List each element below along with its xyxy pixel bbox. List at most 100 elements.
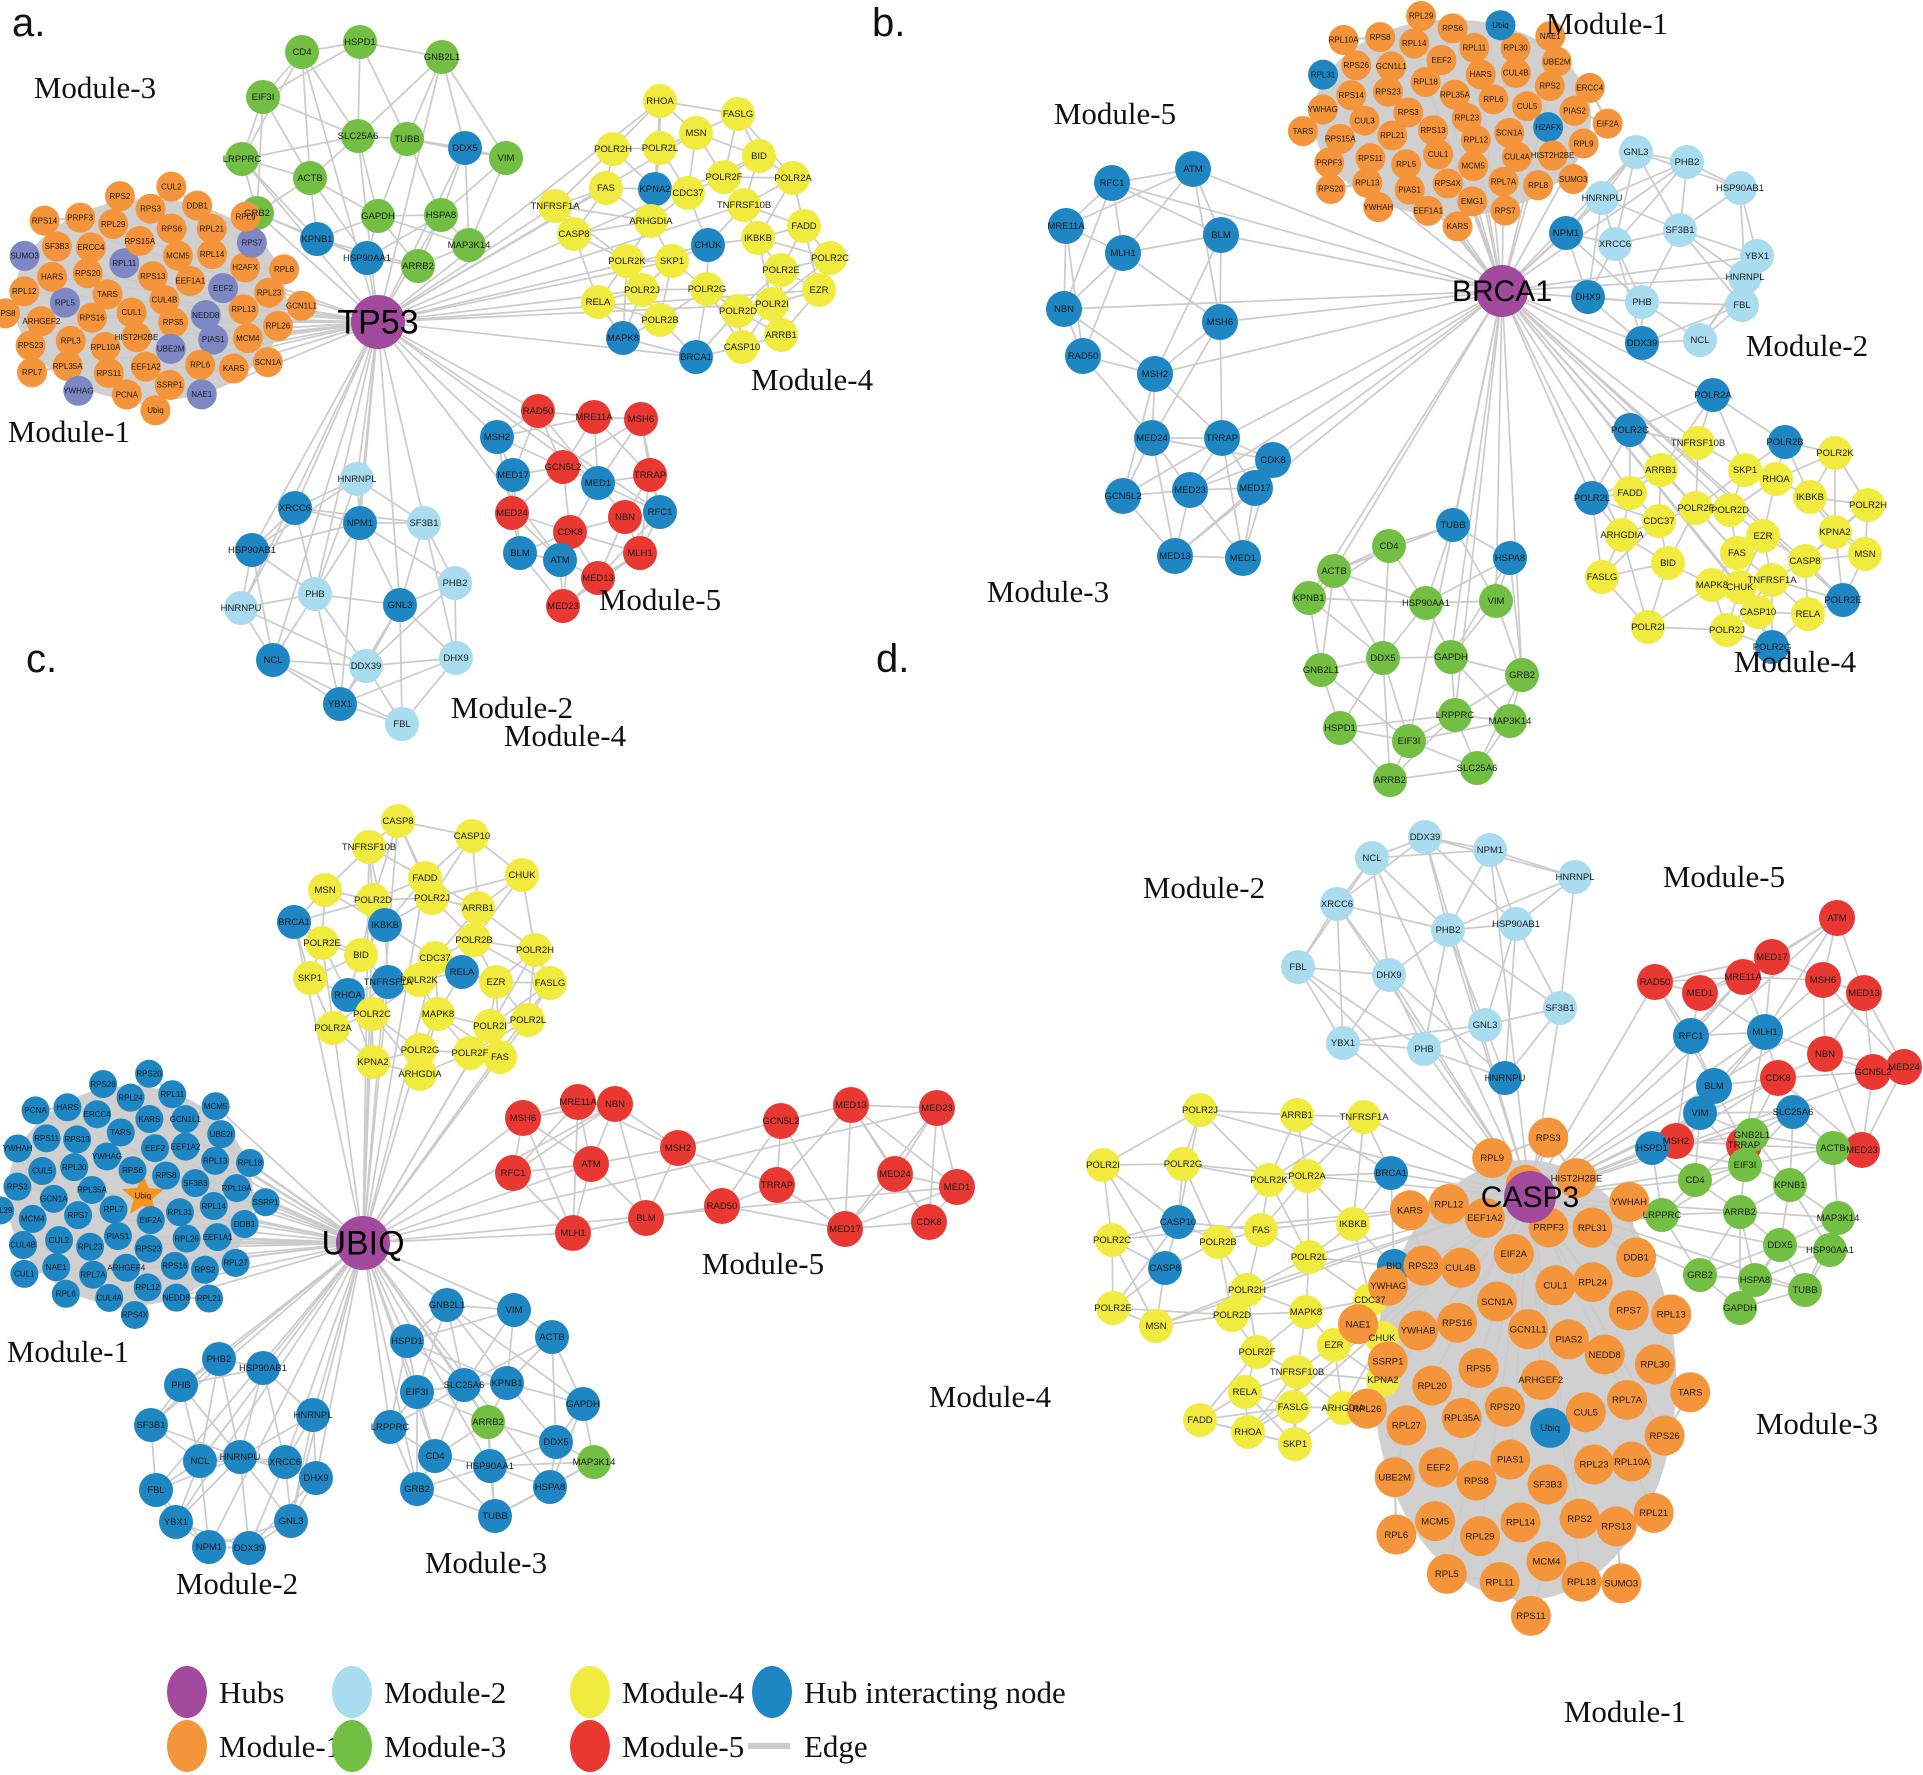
node-TNFRSF1A: [1347, 1100, 1381, 1134]
node-label: HSPA8: [535, 1482, 565, 1493]
node-POLR2F: [1240, 1335, 1274, 1369]
node-label: FADD: [1187, 1415, 1212, 1426]
legend-swatch-interact: [752, 1666, 792, 1718]
node-MAP3K14: [1493, 704, 1527, 738]
node-label: RPS23: [1408, 1261, 1438, 1272]
node-label: NPM1: [1553, 228, 1579, 239]
edge: [776, 1104, 852, 1186]
node-BLM: [628, 1200, 664, 1236]
node-label: NCL: [190, 1456, 209, 1467]
hub-edge: [1489, 849, 1531, 1198]
node-RPL7A: [1488, 166, 1519, 197]
node-RPS23: [1372, 76, 1403, 107]
node-MLH1: [1105, 235, 1141, 271]
node-label: NBN: [615, 512, 635, 523]
node-POLR2J: [625, 273, 659, 307]
node-RPL31: [1572, 1207, 1613, 1248]
node-label: RPL7A: [1491, 177, 1517, 186]
node-label: RPS14: [32, 216, 58, 225]
node-label: POLR2D: [1711, 505, 1749, 516]
node-star-Ubiq: [122, 1174, 164, 1214]
node-HIST2H2BE: [1556, 1158, 1597, 1199]
hub-edge: [362, 1103, 616, 1244]
node-label: GNB2L1: [424, 52, 460, 63]
edge: [1423, 929, 1449, 1050]
node-MAPK8: [1289, 1295, 1323, 1329]
node-label: TARS: [97, 290, 118, 299]
hub-edge: [362, 1242, 491, 1467]
node-label: SCN1A: [255, 358, 282, 367]
node-label: PHB2: [1675, 157, 1700, 168]
node-CASP10: [725, 330, 759, 364]
node-label: EIF3I: [1398, 736, 1421, 747]
node-RPL6: [185, 349, 216, 380]
node-label: RAD50: [523, 406, 554, 417]
node-label: NAE1: [46, 1263, 67, 1272]
node-RPS14: [1336, 80, 1367, 111]
node-label: POLR2J: [1709, 625, 1745, 636]
node-label: PHB2: [207, 1354, 232, 1365]
legend-swatch-module1: [167, 1720, 207, 1772]
node-MCM4: [1526, 1541, 1567, 1582]
node-TUBB: [390, 122, 424, 156]
hub-edge: [362, 1107, 938, 1244]
node-label: HSP90AB1: [1492, 919, 1540, 930]
node-POLR2E: [1826, 583, 1860, 617]
node-RPL7A: [79, 1260, 108, 1289]
node-label: ARHGDIA: [1321, 1403, 1365, 1414]
node-YBX1: [159, 1505, 193, 1539]
node-label: RPS11: [1358, 154, 1383, 163]
edge: [1424, 836, 1517, 925]
node-VIM: [489, 141, 523, 175]
legend-label: Module-3: [384, 1729, 506, 1764]
node-label: KARS: [1397, 1206, 1423, 1217]
node-EEF1A1: [203, 1223, 232, 1252]
node-CDK8: [553, 515, 587, 549]
node-label: KARS: [1447, 222, 1469, 231]
edge: [1388, 974, 1506, 1079]
node-POLR2K: [1818, 436, 1852, 470]
hub-edge: [362, 1163, 592, 1244]
edge: [1777, 1077, 1863, 1151]
node-label: MLH1: [1110, 248, 1135, 259]
node-label: ARRB1: [765, 330, 797, 341]
node-label: GRB2: [1687, 1270, 1713, 1281]
node-label: CDK8: [1260, 455, 1285, 466]
node-label: CDK8: [916, 1217, 941, 1228]
node-MED23: [1172, 472, 1208, 508]
node-RPS2: [1559, 1498, 1600, 1539]
node-label: XRCC6: [1599, 239, 1631, 250]
node-RFC1: [1094, 165, 1130, 201]
node-label: MED24: [1136, 433, 1168, 444]
node-CUL1: [10, 1259, 39, 1288]
node-GRB2: [1683, 1258, 1717, 1292]
node-label: EIF2A: [1501, 1249, 1528, 1260]
node-POLR2I: [755, 287, 789, 321]
node-FBL: [1281, 950, 1315, 984]
node-label: SUMO3: [1559, 175, 1588, 184]
node-label: ATM: [581, 1159, 600, 1170]
node-ACTB: [1317, 554, 1351, 588]
edge: [1654, 956, 1773, 983]
node-label: NCL: [263, 655, 282, 666]
node-LRPPRC: [1438, 698, 1472, 732]
node-label: BID: [1386, 1261, 1402, 1272]
hub-label: UBIQ: [321, 1225, 404, 1263]
node-label: POLR2C: [353, 1009, 391, 1020]
node-label: MED1: [1230, 553, 1256, 564]
node-label: RPL35A: [53, 362, 83, 371]
node-RPL35A: [1439, 79, 1470, 110]
node-label: HNRNPU: [221, 603, 262, 614]
node-RPS16: [77, 302, 108, 333]
node-PIAS1: [1394, 174, 1425, 205]
node-label: HSPA8: [1495, 553, 1525, 564]
node-XRCC6: [1320, 887, 1354, 921]
node-MSH6: [624, 402, 658, 436]
node-HSPD1: [1635, 1131, 1669, 1165]
node-RPL30: [60, 1153, 89, 1182]
edge: [406, 1309, 515, 1342]
node-label: ARHGEF2: [1518, 1375, 1563, 1386]
node-label: RFC1: [501, 1168, 526, 1179]
node-VIM: [497, 1293, 531, 1327]
node-label: RPS26: [1344, 61, 1370, 70]
